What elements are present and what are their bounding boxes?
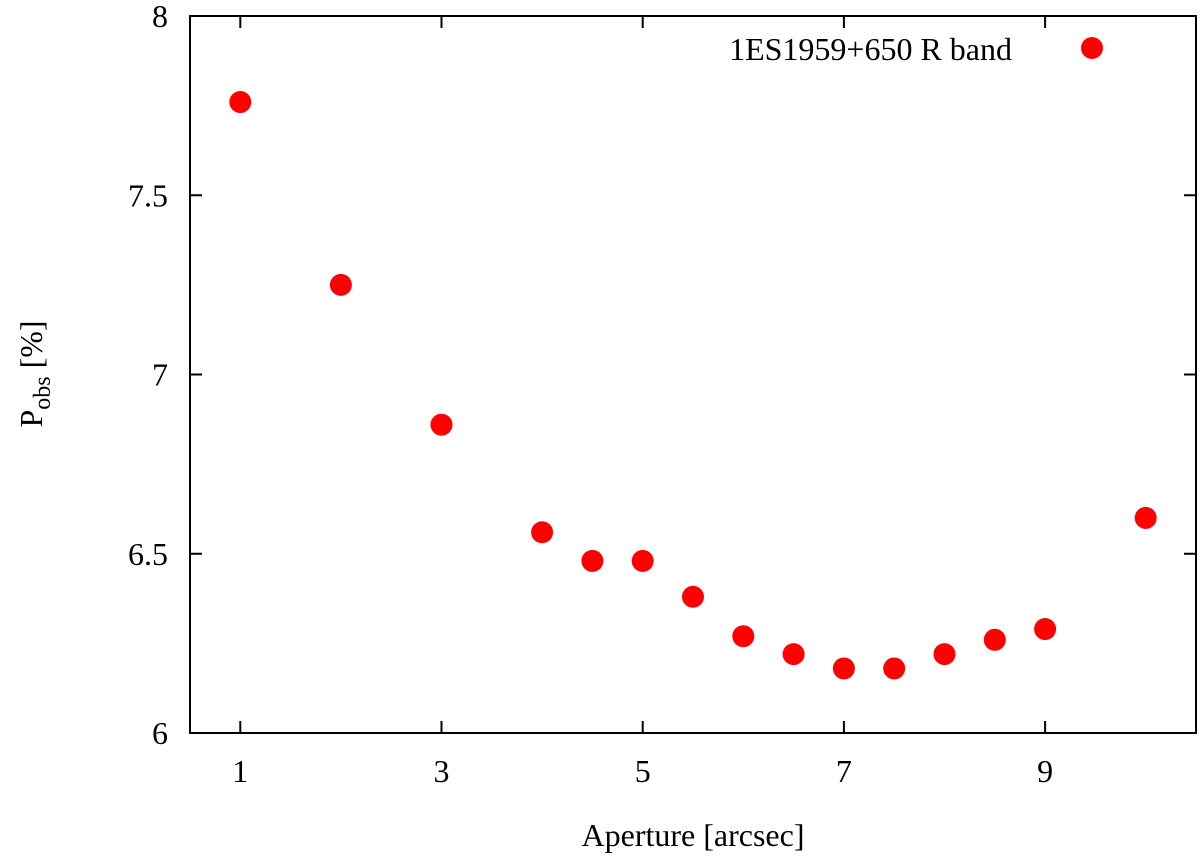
data-point xyxy=(832,657,855,680)
axis-ticks xyxy=(190,15,1196,734)
data-point xyxy=(933,643,956,666)
y-axis-title-suffix: [%] xyxy=(13,320,49,376)
y-tick-label: 7 xyxy=(152,357,168,393)
x-tick-label: 9 xyxy=(1037,753,1053,789)
y-tick-label: 6 xyxy=(152,715,168,751)
data-point xyxy=(1134,506,1157,529)
legend: 1ES1959+650 R band xyxy=(729,31,1103,67)
y-axis-title-base: P xyxy=(13,410,49,428)
data-point xyxy=(1034,618,1057,641)
data-point xyxy=(531,521,554,544)
legend-marker xyxy=(1081,37,1103,59)
data-point xyxy=(732,625,755,648)
data-point xyxy=(631,549,654,572)
y-axis-title: Pobs [%] xyxy=(13,320,56,427)
data-point xyxy=(329,273,352,296)
legend-label: 1ES1959+650 R band xyxy=(729,31,1012,67)
data-point xyxy=(782,643,805,666)
data-point xyxy=(229,91,252,114)
y-tick-label: 7.5 xyxy=(128,177,168,213)
data-point xyxy=(430,413,453,436)
data-points xyxy=(229,91,1157,680)
x-tick-label: 3 xyxy=(434,753,450,789)
y-tick-label: 6.5 xyxy=(128,536,168,572)
y-tick-label: 8 xyxy=(152,0,168,34)
data-point xyxy=(682,585,704,608)
x-tick-label: 5 xyxy=(635,753,651,789)
data-point xyxy=(883,657,906,680)
data-point xyxy=(581,549,604,572)
x-tick-label: 1 xyxy=(232,753,248,789)
x-tick-label: 7 xyxy=(836,753,852,789)
tick-labels: 1 3 5 7 9 6 6.5 7 7.5 8 xyxy=(128,0,1053,789)
x-axis-title: Aperture [arcsec] xyxy=(582,817,805,853)
y-axis-title-subscript: obs xyxy=(30,376,56,409)
data-point xyxy=(983,628,1006,651)
